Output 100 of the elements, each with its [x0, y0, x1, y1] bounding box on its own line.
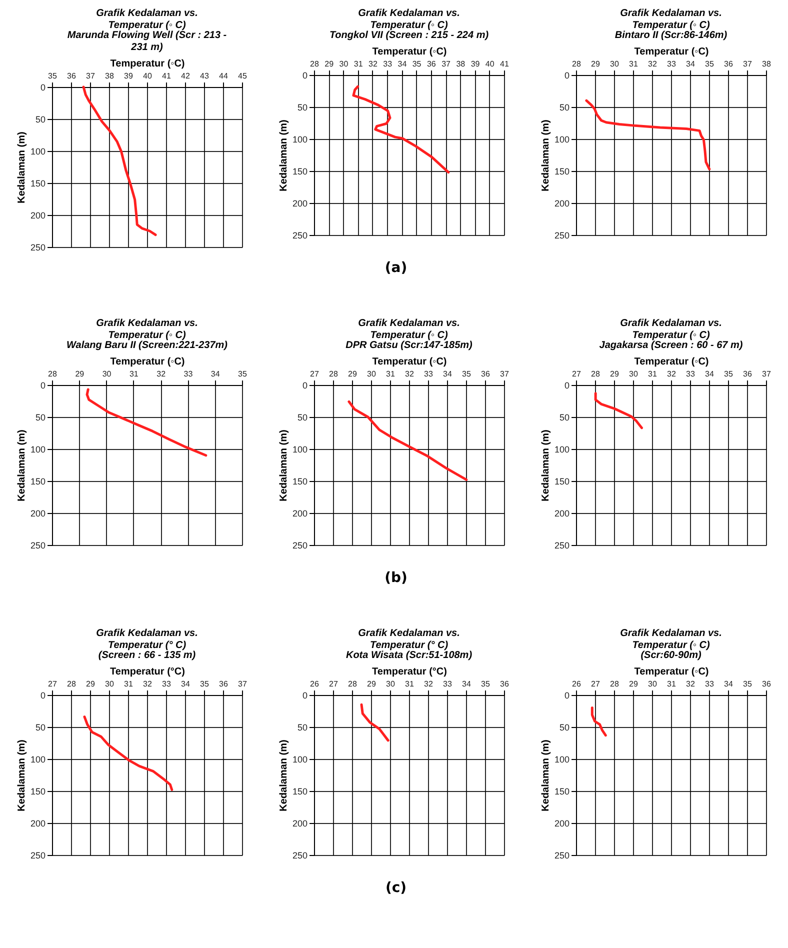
chart-subtitle: Kota Wisata (Scr:51-108m) — [346, 650, 473, 661]
x-tick-label: 34 — [724, 680, 734, 688]
x-tick-label: 32 — [405, 370, 414, 378]
x-tick-label: 35 — [412, 60, 422, 68]
x-tick-label: 31 — [667, 680, 676, 688]
line-series — [86, 388, 208, 457]
x-tick-label: 28 — [348, 680, 358, 688]
y-tick-label: 150 — [554, 786, 570, 796]
x-tick-label: 45 — [238, 72, 248, 80]
y-tick-label: 100 — [292, 444, 308, 454]
x-tick-label: 31 — [124, 680, 134, 688]
x-tick-label: 33 — [424, 370, 434, 378]
y-tick-label: 200 — [30, 508, 46, 518]
y-tick-label: 150 — [30, 786, 46, 796]
chart-subtitle: Jagakarsa (Screen : 60 - 67 m) — [599, 340, 744, 351]
x-tick-label: 38 — [762, 60, 772, 68]
x-tick-label: 33 — [443, 680, 452, 688]
y-tick-label: 250 — [292, 230, 308, 240]
line-series — [594, 392, 643, 430]
y-tick-label: 200 — [292, 198, 308, 208]
x-tick-label: 31 — [629, 60, 638, 68]
x-tick-label: 37 — [743, 60, 752, 68]
x-tick-label: 38 — [105, 72, 114, 80]
x-tick-label: 36 — [500, 680, 510, 688]
x-tick-label: 27 — [329, 680, 338, 688]
y-tick-label: 100 — [292, 134, 308, 144]
y-axis-title: Kedalaman (m) — [540, 430, 552, 502]
x-tick-label: 26 — [572, 680, 582, 688]
y-tick-label: 100 — [30, 444, 46, 454]
line-series — [585, 99, 711, 170]
y-tick-label: 0 — [564, 380, 570, 390]
y-tick-label: 0 — [40, 380, 46, 390]
y-tick-label: 100 — [554, 134, 570, 144]
y-tick-label: 200 — [554, 508, 570, 518]
x-tick-label: 37 — [442, 60, 452, 68]
x-tick-label: 30 — [610, 60, 620, 68]
x-tick-label: 27 — [310, 370, 320, 378]
y-tick-label: 0 — [564, 690, 570, 700]
line-series — [82, 86, 157, 236]
y-tick-label: 150 — [292, 166, 308, 176]
text: (a) — [384, 260, 408, 276]
x-tick-label: 29 — [367, 680, 376, 688]
y-tick-label: 0 — [302, 690, 308, 700]
y-tick-label: 250 — [292, 540, 308, 550]
x-axis-title: Temperatur (◦C) — [372, 46, 447, 58]
x-tick-label: 27 — [572, 370, 582, 378]
x-tick-label: 28 — [310, 60, 320, 68]
y-axis-title: Kedalaman (m) — [278, 120, 290, 192]
x-tick-label: 40 — [485, 60, 495, 68]
y-tick-label: 50 — [297, 102, 308, 112]
y-axis-title: Kedalaman (m) — [540, 740, 552, 812]
y-tick-label: 150 — [554, 166, 570, 176]
x-tick-label: 29 — [75, 370, 85, 378]
y-tick-label: 50 — [559, 102, 570, 112]
x-tick-label: 29 — [629, 680, 638, 688]
x-tick-label: 36 — [724, 60, 734, 68]
x-tick-label: 30 — [629, 370, 638, 378]
y-tick-label: 100 — [554, 444, 570, 454]
x-tick-label: 32 — [424, 680, 434, 688]
chart-subtitle: (Scr:60-90m) — [640, 650, 702, 661]
x-axis-title: Temperatur (◦C) — [634, 666, 709, 678]
x-tick-label: 36 — [762, 680, 772, 688]
x-tick-label: 27 — [48, 680, 58, 688]
x-tick-label: 28 — [572, 60, 582, 68]
x-tick-label: 35 — [724, 370, 734, 378]
x-tick-label: 33 — [686, 370, 696, 378]
chart-title: Grafik Kedalaman vs. Temperatur (◦ C) — [358, 8, 460, 31]
chart-title: Grafik Kedalaman vs. Temperatur (◦ C) — [96, 8, 198, 31]
x-tick-label: 31 — [648, 370, 658, 378]
y-tick-label: 200 — [292, 818, 308, 828]
y-tick-label: 250 — [554, 850, 570, 860]
text: (b) — [384, 570, 408, 586]
y-tick-label: 200 — [292, 508, 308, 518]
x-tick-label: 28 — [329, 370, 338, 378]
x-tick-label: 32 — [648, 60, 658, 68]
y-tick-label: 50 — [559, 722, 570, 732]
x-tick-label: 35 — [705, 60, 714, 68]
x-tick-label: 30 — [102, 370, 112, 378]
y-tick-label: 150 — [292, 476, 308, 486]
chart-subtitle: (Screen : 66 - 135 m) — [98, 650, 196, 661]
x-tick-label: 40 — [143, 72, 152, 80]
y-tick-label: 200 — [554, 818, 570, 828]
x-tick-label: 34 — [210, 370, 220, 378]
x-tick-label: 35 — [481, 680, 490, 688]
x-tick-label: 37 — [86, 72, 96, 80]
chart-title: Grafik Kedalaman vs. Temperatur (◦ C) — [620, 8, 722, 31]
chart-subtitle: DPR Gatsu (Scr:147-185m) — [346, 340, 474, 351]
x-tick-label: 29 — [324, 60, 334, 68]
y-tick-label: 0 — [40, 82, 46, 92]
y-tick-label: 250 — [30, 540, 46, 550]
x-tick-label: 30 — [648, 680, 658, 688]
x-tick-label: 37 — [500, 370, 510, 378]
y-tick-label: 250 — [554, 230, 570, 240]
x-tick-label: 33 — [667, 60, 676, 68]
x-tick-label: 36 — [481, 370, 490, 378]
x-tick-label: 31 — [354, 60, 364, 68]
y-tick-label: 50 — [297, 722, 308, 732]
x-tick-label: 29 — [348, 370, 358, 378]
x-tick-label: 31 — [386, 370, 396, 378]
y-tick-label: 50 — [35, 722, 46, 732]
